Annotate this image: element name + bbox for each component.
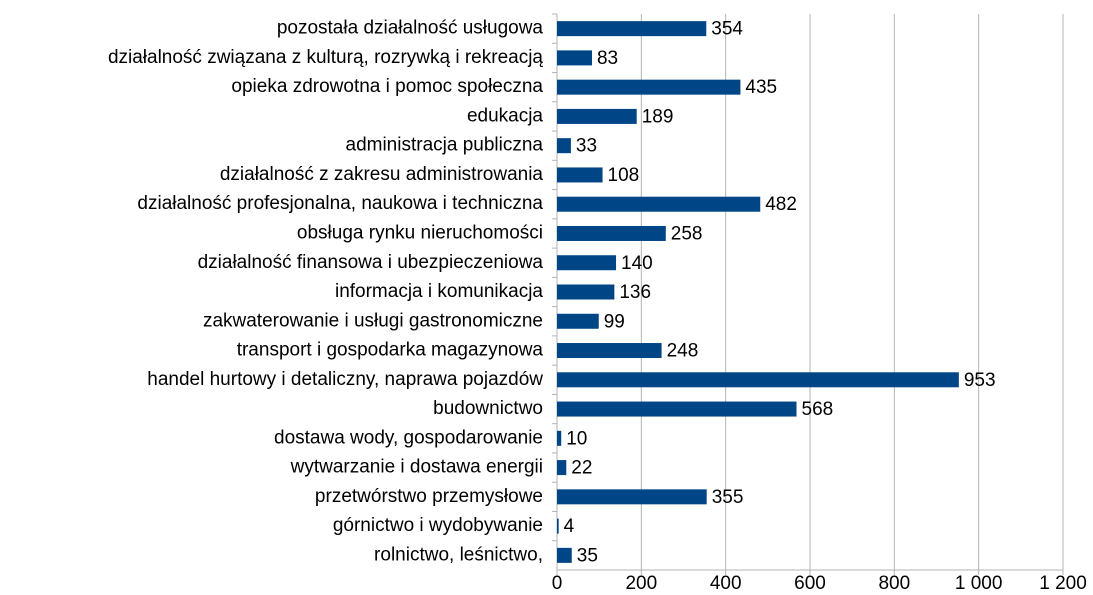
value-label: 435 <box>745 77 777 98</box>
value-label: 136 <box>619 282 651 303</box>
value-label: 35 <box>577 545 598 566</box>
bar <box>557 430 562 446</box>
value-label: 258 <box>671 223 703 244</box>
x-tick-label: 1 200 <box>1039 573 1087 594</box>
y-tick-label: działalność finansowa i ubezpieczeniowa <box>198 252 544 273</box>
bar <box>557 313 599 329</box>
bar <box>557 225 666 241</box>
y-tick-label: edukacja <box>467 105 543 126</box>
x-tick-label: 200 <box>625 573 657 594</box>
x-tick-label: 800 <box>878 573 910 594</box>
bar <box>557 255 617 271</box>
value-label: 354 <box>711 19 743 40</box>
y-tick-label: informacja i komunikacja <box>335 281 543 302</box>
y-tick-label: górnictwo i wydobywanie <box>333 515 543 536</box>
y-tick-label: opieka zdrowotna i pomoc społeczna <box>231 76 543 97</box>
bar <box>557 108 637 124</box>
value-label: 22 <box>571 458 592 479</box>
bar <box>557 518 559 534</box>
bar <box>557 547 572 563</box>
bar <box>557 284 615 300</box>
y-tick-label: transport i gospodarka magazynowa <box>237 340 544 361</box>
bar <box>557 196 761 212</box>
bar <box>557 343 662 359</box>
x-tick-label: 600 <box>794 573 826 594</box>
y-tick-label: działalność profesjonalna, naukowa i tec… <box>137 193 543 214</box>
bar <box>557 21 707 37</box>
y-tick-label: administracja publiczna <box>346 135 544 156</box>
y-tick-label: obsługa rynku nieruchomości <box>297 222 543 243</box>
y-tick-label: działalność związana z kulturą, rozrywką… <box>108 47 543 68</box>
value-label: 482 <box>765 194 797 215</box>
value-label: 568 <box>802 399 834 420</box>
bar <box>557 138 571 154</box>
x-tick-label: 0 <box>552 573 563 594</box>
value-label: 4 <box>564 516 575 537</box>
bar <box>557 460 567 476</box>
bar <box>557 167 603 183</box>
value-label: 355 <box>712 487 744 508</box>
y-tick-label: dostawa wody, gospodarowanie <box>274 427 543 448</box>
y-tick-label: rolnictwo, leśnictwo, <box>374 544 543 565</box>
value-label: 33 <box>576 136 597 157</box>
value-label: 83 <box>597 48 618 69</box>
y-tick-label: zakwaterowanie i usługi gastronomiczne <box>203 310 543 331</box>
bar <box>557 372 959 388</box>
y-tick-label: działalność z zakresu administrowania <box>220 164 544 185</box>
x-tick-label: 1 000 <box>955 573 1003 594</box>
value-label: 189 <box>642 106 674 127</box>
bar <box>557 489 707 505</box>
y-tick-label: wytwarzanie i dostawa energii <box>290 457 543 478</box>
bar <box>557 50 592 66</box>
y-tick-label: handel hurtowy i detaliczny, naprawa poj… <box>147 369 543 390</box>
y-tick-label: budownictwo <box>433 398 543 419</box>
value-label: 953 <box>964 370 996 391</box>
value-label: 99 <box>604 311 625 332</box>
y-tick-label: pozostała działalność usługowa <box>277 18 544 39</box>
bar <box>557 401 797 417</box>
value-label: 108 <box>608 165 640 186</box>
value-label: 140 <box>621 253 653 274</box>
bar <box>557 79 741 95</box>
value-label: 248 <box>667 341 699 362</box>
y-tick-label: przetwórstwo przemysłowe <box>315 486 543 507</box>
value-label: 10 <box>566 428 587 449</box>
x-tick-label: 400 <box>710 573 742 594</box>
